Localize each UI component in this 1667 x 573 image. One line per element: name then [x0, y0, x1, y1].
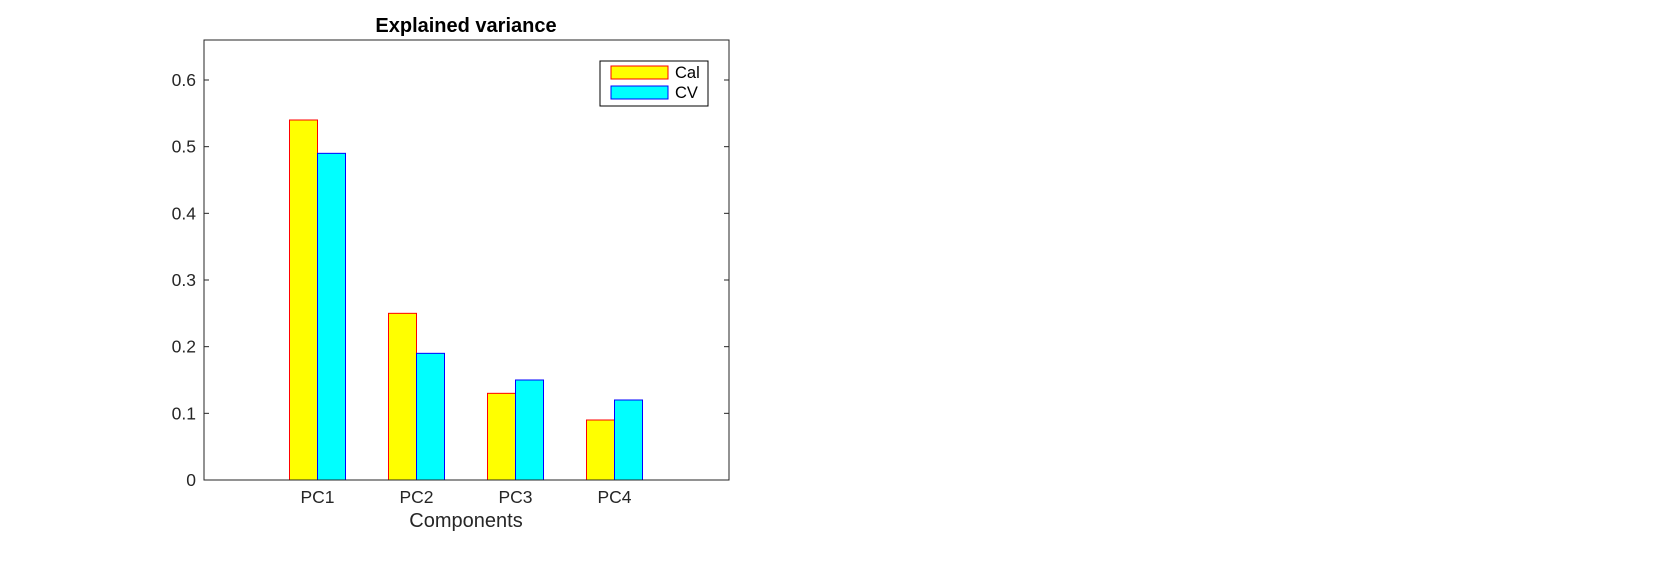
- y-tick-label: 0.2: [172, 337, 196, 357]
- chart-title: Explained variance: [375, 15, 556, 37]
- y-tick-label: 0.5: [172, 137, 196, 157]
- legend-label-cv: CV: [675, 84, 698, 102]
- y-tick-label: 0.1: [172, 403, 196, 423]
- legend: Cal CV: [599, 60, 709, 107]
- y-tick-label: 0.6: [172, 70, 196, 90]
- bar-cv-pc3: [515, 379, 544, 481]
- bar-cal-pc4: [586, 419, 615, 481]
- x-axis-title: Components: [409, 510, 522, 532]
- bars: [289, 119, 643, 481]
- bar-cv-pc4: [614, 399, 643, 481]
- legend-swatch-cv: [610, 85, 669, 100]
- x-tick-label-pc3: PC3: [498, 487, 532, 507]
- y-tick-label: 0: [186, 470, 196, 490]
- legend-label-cal: Cal: [675, 64, 700, 82]
- legend-swatch-cal: [610, 65, 669, 80]
- x-axis-tick-labels: PC1 PC2 PC3 PC4: [300, 487, 631, 507]
- y-tick-label: 0.3: [172, 270, 196, 290]
- x-tick-label-pc2: PC2: [399, 487, 433, 507]
- y-axis-ticks: [204, 79, 729, 481]
- x-tick-label-pc4: PC4: [597, 487, 631, 507]
- x-tick-label-pc1: PC1: [300, 487, 334, 507]
- bar-cv-pc1: [317, 152, 346, 481]
- bar-cv-pc2: [416, 352, 445, 481]
- bar-cal-pc2: [388, 312, 417, 481]
- bar-cal-pc1: [289, 119, 318, 481]
- y-axis-tick-labels: 0 0.1 0.2 0.3 0.4 0.5 0.6: [172, 70, 197, 490]
- bar-cal-pc3: [487, 392, 516, 481]
- y-tick-label: 0.4: [172, 203, 197, 223]
- plot-area-frame: [203, 39, 730, 481]
